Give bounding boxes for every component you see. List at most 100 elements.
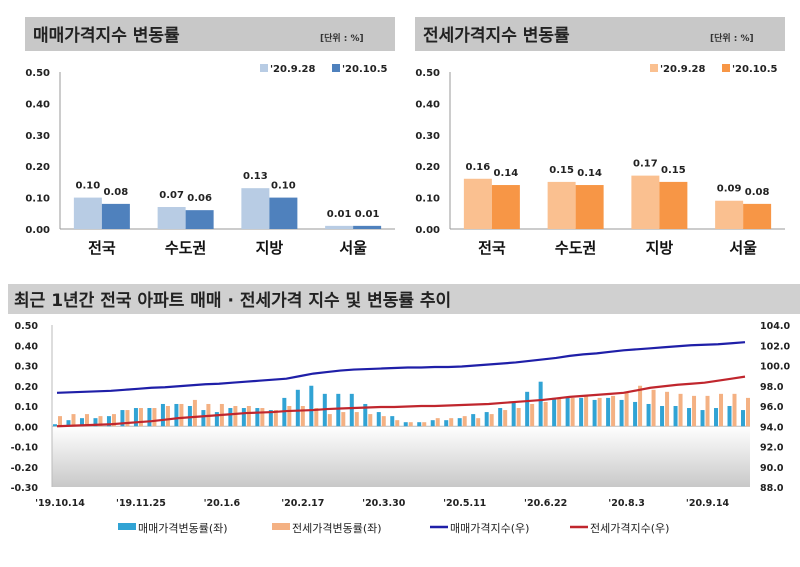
bar (525, 391, 530, 427)
bar (678, 393, 683, 427)
bar (516, 408, 521, 427)
bar (435, 418, 440, 427)
negative-area (52, 426, 750, 487)
y-tick-label: 0.30 (415, 131, 440, 142)
y-tick-label: 0.20 (415, 162, 440, 173)
bar (746, 397, 750, 427)
bar (246, 406, 251, 427)
legend-label: '20.9.28 (660, 64, 705, 75)
bar (611, 395, 616, 427)
bar (395, 420, 400, 427)
bar (462, 416, 467, 427)
bar (287, 406, 292, 427)
bar (511, 401, 516, 427)
data-label: 0.01 (327, 209, 352, 220)
bar (53, 424, 57, 427)
bar (660, 406, 665, 427)
bar (732, 393, 737, 427)
data-label: 0.16 (466, 162, 491, 173)
left-tick-label: 0.20 (15, 382, 39, 393)
bar (633, 401, 638, 427)
panel-header (25, 17, 395, 51)
x-tick-label: '19.11.25 (116, 498, 166, 509)
data-label: 0.15 (549, 165, 574, 176)
y-tick-label: 0.50 (25, 68, 50, 79)
legend-label: '20.9.28 (270, 64, 315, 75)
bar (363, 403, 368, 427)
bar (300, 406, 305, 427)
bar (58, 416, 62, 427)
data-label: 0.14 (494, 168, 519, 179)
bar (408, 422, 413, 427)
bar (538, 381, 543, 427)
right-tick-label: 90.0 (760, 463, 784, 474)
bar (71, 414, 76, 427)
data-label: 0.10 (76, 181, 101, 192)
index-line (56, 375, 746, 428)
right-tick-label: 94.0 (760, 422, 784, 433)
chart-title: 최근 1년간 전국 아파트 매매 · 전세가격 지수 및 변동률 추이 (14, 291, 451, 311)
bar (66, 420, 71, 427)
bar (530, 403, 535, 427)
index-line (56, 341, 746, 394)
bar (543, 401, 548, 427)
y-tick-label: 0.10 (25, 194, 50, 205)
data-label: 0.08 (104, 187, 129, 198)
bar (638, 385, 643, 427)
bar (457, 418, 462, 427)
bar (157, 207, 186, 229)
data-label: 0.06 (187, 193, 212, 204)
bar (325, 225, 354, 229)
bar (192, 399, 197, 427)
bar (422, 422, 427, 427)
bar (349, 393, 354, 427)
y-tick-label: 0.00 (415, 225, 440, 236)
bar (687, 408, 692, 427)
bar (476, 418, 481, 427)
bar (147, 408, 152, 427)
x-tick-label: '20.1.6 (204, 498, 241, 509)
x-tick-label: '20.2.17 (281, 498, 324, 509)
bar (228, 408, 233, 427)
left-tick-label: 0.00 (15, 422, 39, 433)
x-tick-label: '20.5.11 (443, 498, 486, 509)
bar (260, 408, 265, 427)
right-tick-label: 102.0 (760, 341, 790, 352)
bar (295, 389, 300, 427)
bar (575, 185, 604, 229)
right-tick-label: 98.0 (760, 382, 784, 393)
category-label: 지방 (256, 239, 284, 257)
bar (354, 412, 359, 427)
bar (165, 406, 170, 427)
legend-swatch (260, 64, 268, 72)
bar (449, 418, 454, 427)
bar (179, 403, 184, 427)
bar (152, 408, 157, 427)
bar (111, 414, 116, 427)
x-tick-label: '19.10.14 (35, 498, 85, 509)
x-tick-label: '20.6.22 (524, 498, 567, 509)
left-tick-label: 0.10 (15, 402, 39, 413)
right-tick-label: 92.0 (760, 443, 784, 454)
data-label: 0.08 (745, 187, 770, 198)
legend-swatch (118, 523, 136, 530)
y-tick-label: 0.40 (415, 99, 440, 110)
legend-swatch (650, 64, 658, 72)
legend-label: '20.10.5 (342, 64, 387, 75)
bar (714, 408, 719, 427)
left-tick-label: -0.30 (11, 483, 39, 494)
right-tick-label: 96.0 (760, 402, 784, 413)
category-label: 서울 (339, 239, 367, 257)
bar (491, 185, 520, 229)
bar (174, 403, 179, 427)
bar (187, 406, 192, 427)
bar (659, 181, 688, 229)
bar (273, 410, 278, 427)
bar (646, 403, 651, 427)
left-tick-label: 0.40 (15, 341, 39, 352)
left-tick-label: -0.20 (11, 463, 39, 474)
bar (597, 397, 602, 427)
bar (692, 395, 697, 427)
bar (498, 408, 503, 427)
